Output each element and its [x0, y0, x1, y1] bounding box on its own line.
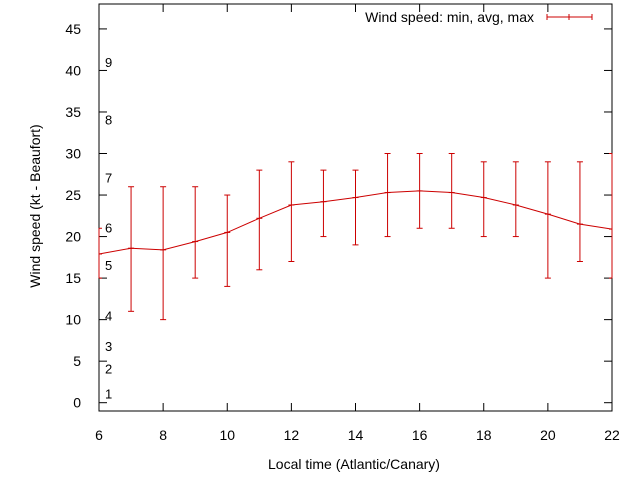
beaufort-label: 6: [105, 220, 112, 235]
beaufort-label: 2: [105, 362, 112, 377]
error-bar: [224, 194, 231, 287]
error-bar: [98, 227, 102, 279]
error-bar: [544, 161, 551, 279]
y-tick-label: 35: [65, 104, 81, 120]
y-axis-title: Wind speed (kt - Beaufort): [27, 124, 43, 287]
beaufort-label: 8: [105, 112, 112, 127]
beaufort-label: 4: [105, 308, 112, 323]
error-bar: [480, 161, 487, 238]
y-tick-label: 0: [73, 395, 81, 411]
x-tick-label: 6: [95, 427, 103, 443]
error-bar: [576, 161, 583, 262]
y-tick-label: 30: [65, 146, 81, 162]
wind-speed-series: [98, 153, 613, 321]
error-bar: [128, 186, 135, 312]
y-tick-label: 25: [65, 187, 81, 203]
x-tick-label: 8: [159, 427, 167, 443]
x-axis-title: Local time (Atlantic/Canary): [268, 456, 440, 472]
beaufort-label: 1: [105, 387, 112, 402]
legend-label: Wind speed: min, avg, max: [365, 9, 534, 25]
x-tick-label: 18: [476, 427, 492, 443]
error-bar: [512, 161, 519, 238]
error-bar: [416, 153, 423, 229]
x-tick-label: 20: [540, 427, 556, 443]
y-tick-label: 5: [73, 353, 81, 369]
x-tick-label: 10: [219, 427, 235, 443]
x-tick-label: 16: [412, 427, 428, 443]
beaufort-label: 5: [105, 258, 112, 273]
y-tick-label: 40: [65, 62, 81, 78]
legend-key: [546, 14, 593, 20]
y-tick-label: 10: [65, 312, 81, 328]
error-bar: [256, 169, 263, 271]
beaufort-label: 9: [105, 55, 112, 70]
error-bar: [320, 169, 327, 238]
error-bar: [448, 153, 455, 229]
error-bar: [160, 186, 167, 321]
y-tick-label: 20: [65, 229, 81, 245]
error-bar: [384, 153, 391, 238]
y-tick-label: 45: [65, 21, 81, 37]
beaufort-label: 7: [105, 171, 112, 186]
error-bar: [288, 161, 295, 262]
legend: Wind speed: min, avg, max: [365, 9, 593, 25]
x-tick-label: 12: [284, 427, 300, 443]
beaufort-label: 3: [105, 339, 112, 354]
x-axis-ticks: 6 8 10 12 14 16 18 20 22: [95, 4, 620, 443]
y-tick-label: 15: [65, 270, 81, 286]
x-tick-label: 14: [348, 427, 364, 443]
beaufort-scale: 1 2 3 4 5 6 7 8 9: [105, 55, 112, 401]
error-bar: [192, 186, 199, 279]
error-bar: [609, 153, 613, 279]
error-bar: [352, 169, 359, 246]
x-tick-label: 22: [604, 427, 620, 443]
